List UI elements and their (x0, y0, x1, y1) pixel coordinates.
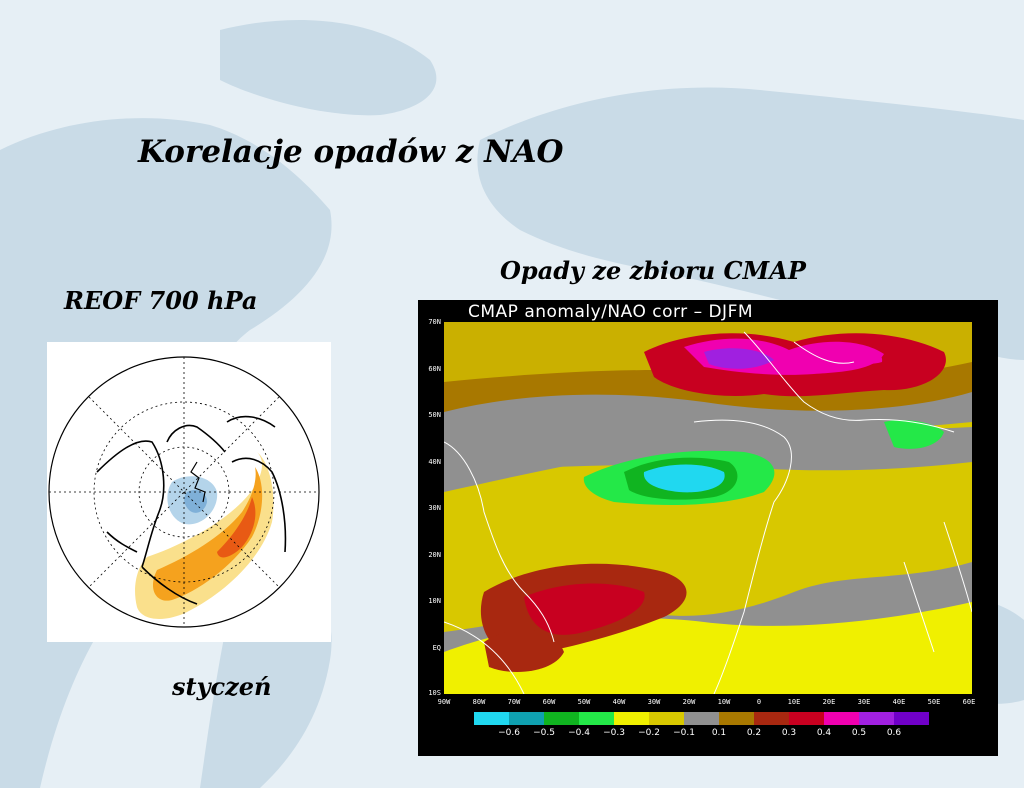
lat-label: 30N (428, 504, 441, 512)
map-title: CMAP anomaly/NAO corr – DJFM (468, 302, 754, 322)
lon-label: 70W (507, 698, 521, 706)
lon-label: 60W (542, 698, 556, 706)
lat-label: 10S (428, 689, 441, 697)
colorbar-label: 0.2 (746, 728, 762, 738)
lon-label: 30E (857, 698, 871, 706)
colorbar-swatch (579, 712, 614, 725)
colorbar-swatch (824, 712, 859, 725)
left-map-label: REOF 700 hPa (64, 286, 258, 315)
colorbar-swatch (754, 712, 789, 725)
colorbar-swatch (474, 712, 509, 725)
map-plot-area (444, 322, 972, 694)
colorbar-swatch (684, 712, 719, 725)
month-label: styczeń (172, 672, 272, 701)
colorbar-label: −0.6 (498, 728, 520, 738)
lon-label: 10W (717, 698, 731, 706)
lat-label: 50N (428, 411, 441, 419)
colorbar-label: −0.1 (673, 728, 695, 738)
right-map-label: Opady ze zbioru CMAP (500, 256, 806, 285)
lat-label: 40N (428, 458, 441, 466)
lon-label: 50E (927, 698, 941, 706)
lon-label: 10E (787, 698, 801, 706)
colorbar-label: 0.6 (886, 728, 902, 738)
colorbar-label: −0.3 (603, 728, 625, 738)
lat-label: 10N (428, 597, 441, 605)
lon-label: 80W (472, 698, 486, 706)
colorbar-swatch (719, 712, 754, 725)
colorbar-label: −0.5 (533, 728, 555, 738)
colorbar-label: 0.4 (816, 728, 832, 738)
lon-label: 50W (577, 698, 591, 706)
colorbar-label: −0.4 (568, 728, 590, 738)
lon-label: 40W (612, 698, 626, 706)
colorbar-label: −0.2 (638, 728, 660, 738)
lon-label: 40E (892, 698, 906, 706)
lat-label: 60N (428, 365, 441, 373)
colorbar-swatch (859, 712, 894, 725)
lat-label: 70N (428, 318, 441, 326)
colorbar-swatch (509, 712, 544, 725)
colorbar-swatch (649, 712, 684, 725)
colorbar-swatch (614, 712, 649, 725)
lon-label: 90W (437, 698, 451, 706)
colorbar-label: 0.5 (851, 728, 867, 738)
lon-label: 20W (682, 698, 696, 706)
lon-label: 60E (962, 698, 976, 706)
colorbar-swatch (544, 712, 579, 725)
lat-label: EQ (432, 644, 441, 652)
colorbar-swatch (789, 712, 824, 725)
cmap-correlation-map: CMAP anomaly/NAO corr – DJFM 70N 60N (418, 300, 998, 756)
lon-label: 20E (822, 698, 836, 706)
reof-polar-map (47, 342, 331, 642)
polar-map-graphic (48, 356, 320, 628)
lon-label: 30W (647, 698, 661, 706)
colorbar-swatch (894, 712, 929, 725)
colorbar-label: 0.1 (711, 728, 727, 738)
colorbar-label: 0.3 (781, 728, 797, 738)
slide-title: Korelacje opadów z NAO (138, 134, 564, 170)
lat-label: 20N (428, 551, 441, 559)
lon-label: 0 (756, 698, 762, 706)
